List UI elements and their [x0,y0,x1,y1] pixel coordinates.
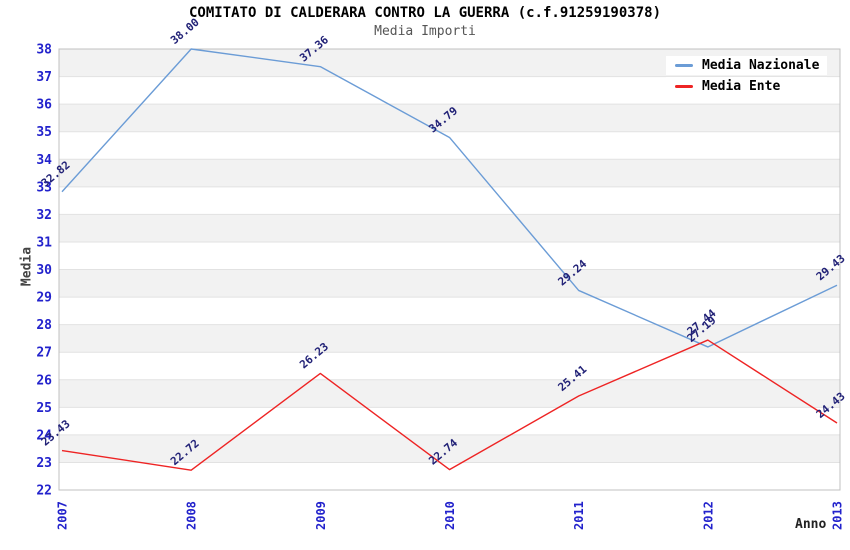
legend-item-media-ente: Media Ente [666,77,828,96]
y-tick-label: 28 [36,318,52,333]
plot-band [59,324,840,353]
y-tick-label: 29 [36,291,52,306]
y-tick-label: 36 [36,98,52,113]
y-tick-label: 33 [36,180,52,195]
chart-subtitle: Media Importi [374,24,476,39]
x-tick-label: 2011 [572,501,586,530]
plot-band [59,104,840,132]
plot-band [59,269,840,298]
x-tick-label: 2010 [443,501,457,530]
legend-swatch-media-ente [675,85,693,88]
chart-title: COMITATO DI CALDERARA CONTRO LA GUERRA (… [188,5,661,21]
x-tick-label: 2009 [314,501,328,530]
x-tick-label: 2007 [56,501,70,530]
legend-swatch-media-nazionale [675,64,693,67]
plot-band [59,434,840,463]
y-tick-label: 32 [36,208,52,223]
y-tick-label: 38 [36,43,52,58]
series-line-media-nazionale [61,48,838,348]
y-tick-label: 26 [36,373,52,388]
legend: Media Nazionale Media Ente [666,56,828,96]
x-tick-label: 2008 [185,501,199,530]
y-tick-label: 27 [36,346,52,361]
y-tick-label: 23 [36,456,52,471]
y-tick-label: 34 [36,153,52,168]
y-tick-label: 24 [36,428,52,443]
y-tick-label: 25 [36,401,52,416]
y-tick-label: 30 [36,263,52,278]
legend-label-media-nazionale: Media Nazionale [702,58,820,73]
x-tick-label: 2012 [701,501,715,530]
x-tick-label: 2013 [831,501,845,530]
y-axis-title: Media [19,246,35,287]
y-tick-label: 22 [36,484,52,499]
plot-band [59,214,840,242]
point-label: 38.00 [168,16,202,47]
plot-band [59,379,840,408]
legend-item-media-nazionale: Media Nazionale [666,56,828,75]
y-tick-label: 37 [36,70,52,85]
plot-border [58,48,841,491]
plot-band [59,159,840,187]
legend-label-media-ente: Media Ente [702,79,781,94]
y-tick-label: 35 [36,125,52,140]
x-axis-title: Anno [795,517,827,532]
y-tick-label: 31 [36,235,52,250]
series-line-media-ente [61,339,838,471]
